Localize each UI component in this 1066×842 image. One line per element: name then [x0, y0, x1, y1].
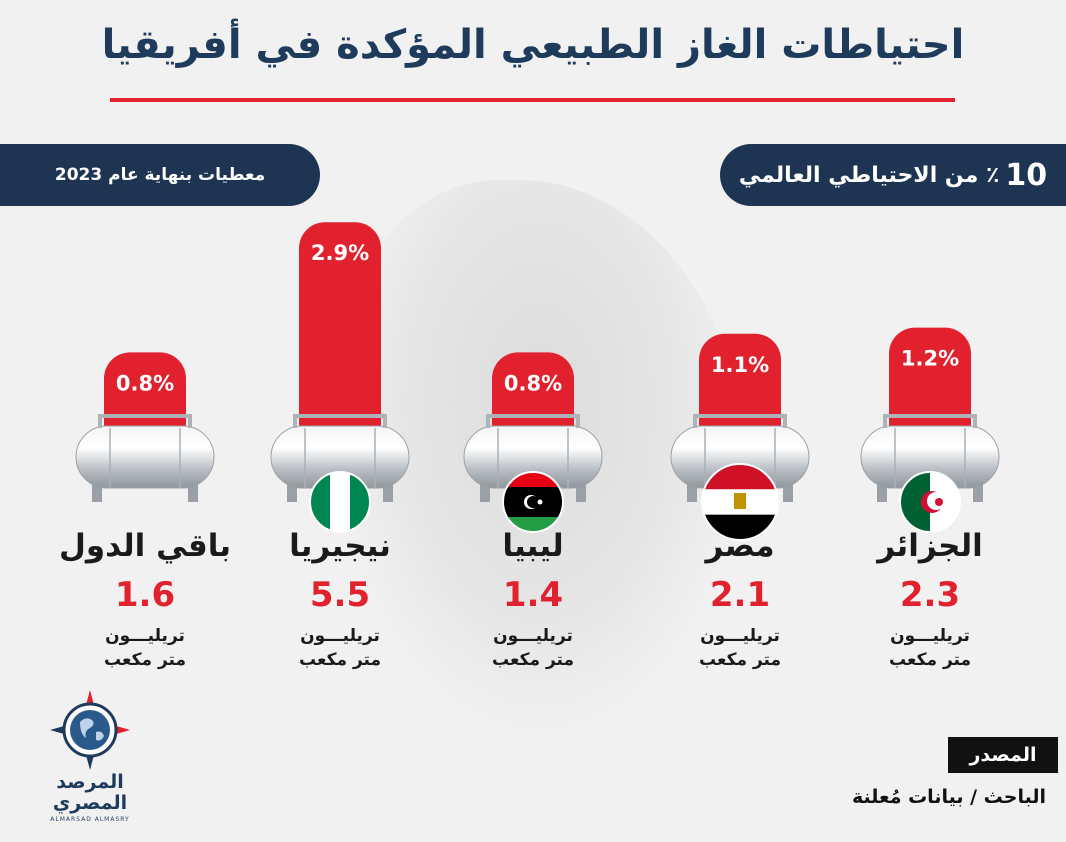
libya-flag-icon [502, 471, 564, 533]
unit-label-rest: تريليـــون متر مكعب [50, 624, 240, 672]
logo-latin-name: ALMARSAD ALMASRY [50, 816, 130, 823]
bar-label-3: 2.9% [311, 241, 369, 265]
logo-emblem-icon [50, 690, 130, 770]
unit-label-egypt: تريليـــون متر مكعب [645, 624, 835, 672]
unit-label-libya: تريليـــون متر مكعب [438, 624, 628, 672]
gas-tank-icon [670, 414, 810, 502]
algeria-flag-icon [899, 471, 961, 533]
bar-0 [889, 327, 971, 450]
unit-line1: تريليـــون [890, 626, 970, 646]
unit-line2: متر مكعب [889, 650, 971, 670]
unit-line1: تريليـــون [493, 626, 573, 646]
unit-line1: تريليـــون [105, 626, 185, 646]
logo-name: المرصد المصري [30, 772, 150, 814]
title-underline [110, 98, 955, 102]
bar-3 [299, 222, 381, 450]
world-share-badge: 10 ٪ من الاحتياطي العالمي [720, 144, 1066, 206]
unit-line2: متر مكعب [299, 650, 381, 670]
source-text: الباحث / بيانات مُعلنة [851, 786, 1046, 808]
bar-label-1: 1.1% [711, 353, 769, 377]
date-badge-text: معطيات بنهاية عام 2023 [54, 165, 266, 185]
logo-name-line2: المصري [52, 792, 128, 814]
world-share-text: ٪ من الاحتياطي العالمي [738, 162, 1000, 188]
logo-name-line1: المرصد [56, 771, 124, 793]
country-label-algeria: الجزائر [877, 528, 983, 564]
reserve-value-libya: 1.4 [502, 575, 564, 615]
source-label: المصدر [948, 737, 1058, 773]
page-title: احتياطات الغاز الطبيعي المؤكدة في أفريقي… [101, 22, 965, 68]
reserve-value-nigeria: 5.5 [309, 575, 371, 615]
unit-line1: تريليـــون [300, 626, 380, 646]
gas-tank-icon [463, 414, 603, 502]
reserve-value-egypt: 2.1 [709, 575, 771, 615]
reserve-value-algeria: 2.3 [899, 575, 961, 615]
country-label-nigeria: نيجيريا [289, 528, 391, 564]
nigeria-flag-icon [309, 471, 371, 533]
bar-label-4: 0.8% [116, 371, 174, 395]
country-label-egypt: مصر [705, 528, 775, 564]
unit-line1: تريليـــون [700, 626, 780, 646]
gas-tank-icon [270, 414, 410, 502]
bar-label-0: 1.2% [901, 347, 959, 371]
unit-line2: متر مكعب [699, 650, 781, 670]
bar-label-2: 0.8% [504, 371, 562, 395]
country-label-rest: باقي الدول [58, 528, 232, 564]
bar-1 [699, 333, 781, 450]
unit-label-nigeria: تريليـــون متر مكعب [245, 624, 435, 672]
unit-label-algeria: تريليـــون متر مكعب [835, 624, 1025, 672]
gas-tank-icon [75, 414, 215, 502]
unit-line2: متر مكعب [104, 650, 186, 670]
unit-line2: متر مكعب [492, 650, 574, 670]
world-share-number: 10 [1005, 157, 1048, 193]
date-badge: معطيات بنهاية عام 2023 [0, 144, 320, 206]
country-label-libya: ليبيا [502, 528, 564, 564]
reserve-value-rest: 1.6 [114, 575, 176, 615]
